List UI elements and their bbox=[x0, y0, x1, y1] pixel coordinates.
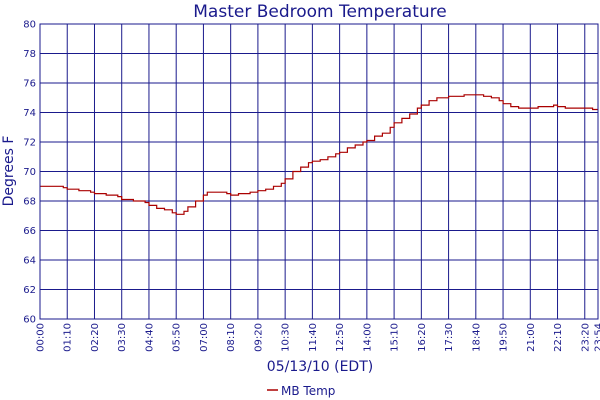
y-tick-label: 64 bbox=[23, 256, 36, 267]
x-tick-label: 23:54 bbox=[594, 323, 600, 352]
x-tick-label: 03:30 bbox=[117, 323, 128, 352]
x-tick-label: 21:00 bbox=[526, 323, 537, 352]
x-axis-ticks: 00:00 01:10 02:20 03:30 04:40 05:50 07:00 08:10… bbox=[36, 323, 600, 352]
x-tick-label: 19:50 bbox=[499, 323, 510, 352]
x-tick-label: 17:30 bbox=[444, 323, 455, 352]
x-tick-label: 12:50 bbox=[335, 323, 346, 352]
x-tick-label: 01:10 bbox=[63, 323, 74, 352]
x-tick-label: 00:00 bbox=[36, 323, 47, 352]
y-axis-ticks: 60 62 64 66 68 70 72 74 76 78 80 bbox=[23, 20, 36, 326]
x-tick-label: 09:20 bbox=[253, 323, 264, 352]
y-tick-label: 76 bbox=[23, 79, 36, 90]
y-tick-label: 78 bbox=[23, 49, 36, 60]
grid-lines bbox=[39, 23, 599, 320]
plot-frame bbox=[39, 23, 599, 320]
chart-title: Master Bedroom Temperature bbox=[193, 2, 446, 22]
x-tick-label: 05:50 bbox=[172, 323, 183, 352]
x-tick-label: 22:10 bbox=[553, 323, 564, 352]
x-tick-label: 16:20 bbox=[417, 323, 428, 352]
y-tick-label: 72 bbox=[23, 138, 36, 149]
y-tick-label: 66 bbox=[23, 226, 36, 237]
y-tick-label: 68 bbox=[23, 197, 36, 208]
series-line-mb-temp bbox=[40, 94, 598, 215]
x-tick-label: 04:40 bbox=[144, 323, 155, 352]
x-axis-title: 05/13/10 (EDT) bbox=[267, 359, 373, 375]
x-tick-label: 07:00 bbox=[199, 323, 210, 352]
y-tick-label: 60 bbox=[23, 315, 36, 326]
y-axis-title: Degrees F bbox=[1, 136, 17, 207]
x-tick-label: 23:20 bbox=[580, 323, 591, 352]
legend-label: MB Temp bbox=[281, 384, 335, 398]
x-tick-label: 08:10 bbox=[226, 323, 237, 352]
x-tick-label: 15:10 bbox=[390, 323, 401, 352]
x-tick-label: 10:30 bbox=[281, 323, 292, 352]
y-tick-label: 62 bbox=[23, 285, 36, 296]
y-tick-label: 70 bbox=[23, 167, 36, 178]
y-tick-label: 74 bbox=[23, 108, 36, 119]
x-tick-label: 14:00 bbox=[362, 323, 373, 352]
y-tick-label: 80 bbox=[23, 20, 36, 31]
x-tick-label: 18:40 bbox=[471, 323, 482, 352]
x-tick-label: 11:40 bbox=[308, 323, 319, 352]
x-tick-label: 02:20 bbox=[90, 323, 101, 352]
